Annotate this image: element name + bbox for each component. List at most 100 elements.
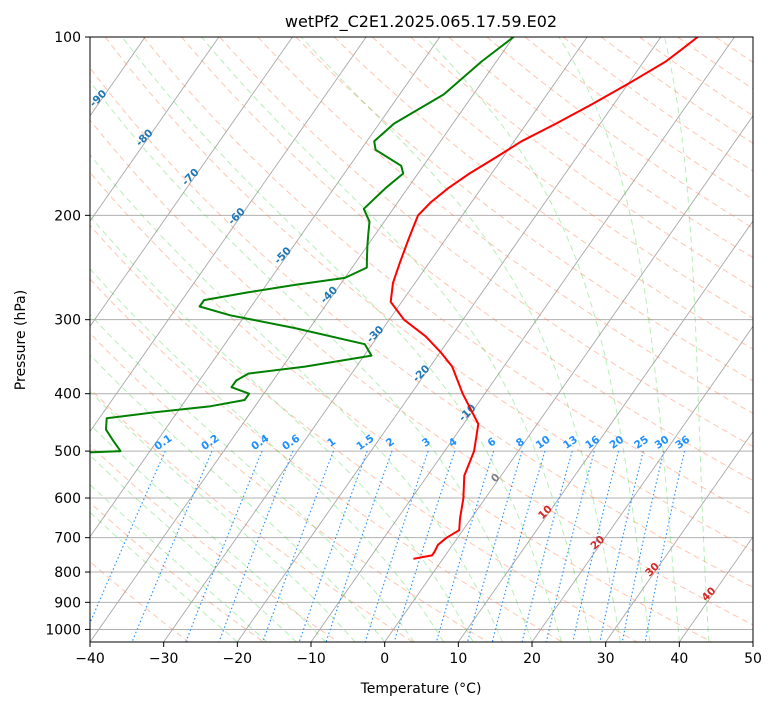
isotherm-label: -90 xyxy=(87,88,109,110)
plot-frame xyxy=(89,36,754,643)
isotherm-label: -50 xyxy=(272,245,294,267)
mixing-ratio-line xyxy=(325,450,393,642)
dry-adiabat xyxy=(90,387,414,642)
mixing-ratio-label: 1.5 xyxy=(354,432,376,453)
mixing-ratio-label: 8 xyxy=(514,436,527,450)
dry-adiabat xyxy=(754,37,775,642)
mixing-ratio-line xyxy=(218,450,294,642)
mixing-ratio-label: 4 xyxy=(447,436,460,450)
isotherm-label: -70 xyxy=(180,166,202,188)
mixing-ratio-label: 25 xyxy=(632,434,651,452)
x-tick-label: −30 xyxy=(149,651,179,667)
moist-adiabat xyxy=(90,215,474,642)
dry-adiabat xyxy=(181,37,753,482)
mixing-ratio-line xyxy=(572,450,620,642)
mixing-ratio-line xyxy=(435,450,495,642)
moist-adiabat xyxy=(201,37,592,642)
dry-adiabat xyxy=(295,37,753,382)
y-tick-label: 500 xyxy=(54,444,81,460)
dry-adiabat xyxy=(448,37,753,259)
y-axis-label: Pressure (hPa) xyxy=(13,290,29,390)
plot-area: 0.1 0.2 0.4 0.6 1 1.5 2 3 4 6 8 10 13 16 20 25 30 36-100-… xyxy=(0,37,775,642)
isotherm-line xyxy=(531,325,753,642)
moist-adiabat xyxy=(300,37,621,642)
temperature-label: 30 xyxy=(643,560,662,579)
y-tick-label: 800 xyxy=(54,565,81,581)
axes: −40 −30 −20 −10 0 10 20 30 40 5010020030040050060… xyxy=(45,30,762,667)
isotherm-line xyxy=(752,641,753,642)
y-tick-label: 600 xyxy=(54,491,81,507)
mixing-ratio-line xyxy=(131,450,213,642)
mixing-ratio-label: 6 xyxy=(485,436,498,450)
y-tick-label: 100 xyxy=(54,30,81,46)
dry-adiabat xyxy=(90,224,638,642)
dry-adiabat xyxy=(104,37,753,552)
mixing-ratio-line xyxy=(185,450,263,642)
moist-adiabat xyxy=(90,313,415,642)
mixing-ratio-line xyxy=(521,450,573,642)
isotherm-line xyxy=(0,37,72,642)
temperature-label: 40 xyxy=(700,585,719,604)
mixing-ratio-label: 0.6 xyxy=(280,432,302,453)
isotherm-line xyxy=(90,37,220,222)
temperature-label: 0 xyxy=(489,471,503,485)
moist-adiabat xyxy=(90,423,327,642)
mixing-ratio-line xyxy=(621,450,665,642)
temperature-label: 20 xyxy=(588,533,607,552)
dry-adiabat xyxy=(90,332,488,642)
x-tick-label: 40 xyxy=(670,651,688,667)
x-tick-label: −10 xyxy=(296,651,326,667)
moist-adiabat xyxy=(425,37,651,642)
mixing-ratio-line xyxy=(466,450,523,642)
mixing-ratio-label: 10 xyxy=(534,434,553,452)
moist-adiabat xyxy=(90,80,533,642)
isotherm-label: -40 xyxy=(318,284,340,306)
dry-adiabat xyxy=(600,37,753,144)
x-tick-label: 50 xyxy=(744,651,762,667)
dry-adiabat xyxy=(639,37,753,117)
moist-adiabat xyxy=(90,268,445,642)
isotherm-label: -20 xyxy=(411,363,433,385)
moist-adiabat xyxy=(90,154,503,642)
isotherm-line xyxy=(384,115,753,642)
mixing-ratio-label: 0.2 xyxy=(199,432,221,453)
isotherm-line xyxy=(90,37,293,328)
dry-adiabat xyxy=(90,119,753,626)
mixing-ratio-line xyxy=(262,450,334,642)
mixing-ratio-label: 1 xyxy=(325,436,338,450)
dry-adiabat xyxy=(486,37,753,229)
temperature-label: 10 xyxy=(536,503,555,522)
isotherm-line xyxy=(90,37,441,538)
isotherm-line xyxy=(457,220,753,642)
x-tick-label: 10 xyxy=(449,651,467,667)
mixing-ratio-label: 0.4 xyxy=(249,432,271,453)
dry-adiabat xyxy=(715,37,753,64)
moist-adiabat xyxy=(558,37,680,642)
y-tick-label: 300 xyxy=(54,313,81,329)
x-tick-label: 30 xyxy=(597,651,615,667)
mixing-ratio-line xyxy=(545,450,595,642)
y-tick-label: 400 xyxy=(54,387,81,403)
y-tick-label: 700 xyxy=(54,531,81,547)
moist-adiabat xyxy=(90,390,356,642)
dry-adiabat xyxy=(143,37,753,516)
dry-adiabat xyxy=(562,37,753,172)
temperature-profile xyxy=(389,37,699,560)
dry-adiabat xyxy=(372,37,753,319)
dry-adiabat xyxy=(219,37,753,448)
mixing-ratio-line xyxy=(491,450,546,642)
mixing-ratio-line xyxy=(364,450,429,642)
mixing-ratio-line xyxy=(599,450,644,642)
mixing-ratio-label: 16 xyxy=(583,434,602,452)
x-axis-label: Temperature (°C) xyxy=(360,681,482,697)
isotherm-line xyxy=(163,37,588,642)
mixing-ratio-label: 2 xyxy=(384,436,397,450)
mixing-ratio-label: 30 xyxy=(653,434,672,452)
moist-adiabat xyxy=(90,354,386,642)
dry-adiabat xyxy=(333,37,753,350)
isotherm-line xyxy=(310,37,735,642)
x-tick-label: 20 xyxy=(523,651,541,667)
moist-adiabat xyxy=(90,483,268,642)
chart-title: wetPf2_C2E1.2025.065.17.59.E02 xyxy=(285,12,557,32)
